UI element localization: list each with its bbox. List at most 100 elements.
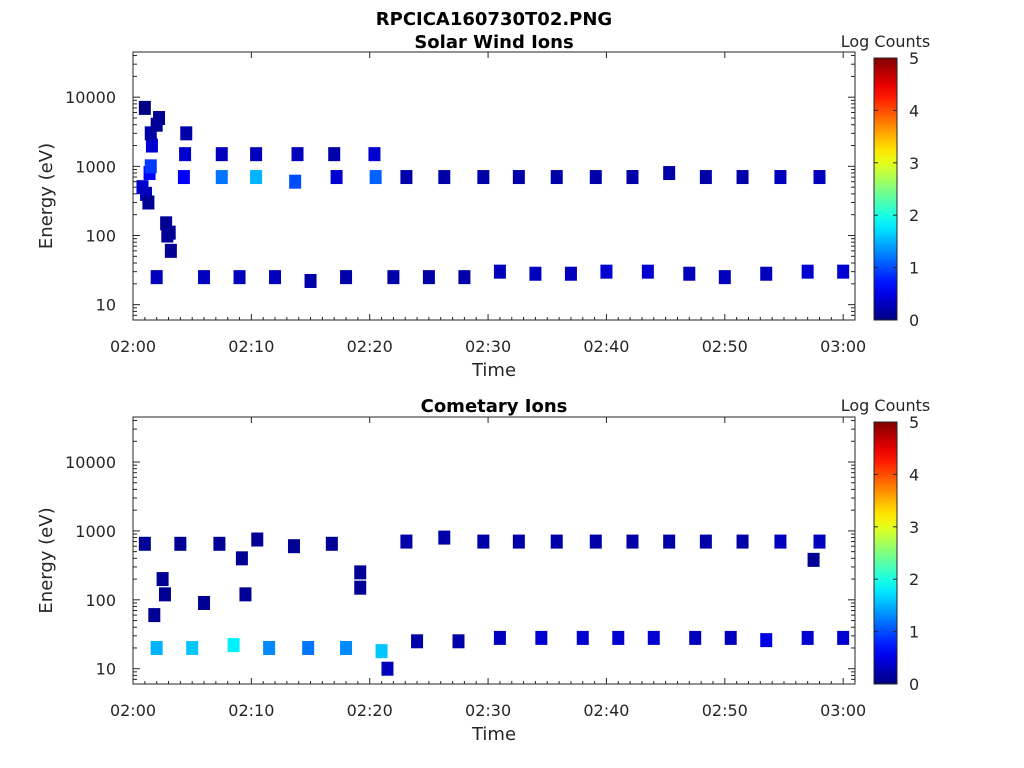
data-cell (736, 534, 749, 549)
x-tick-label: 02:30 (465, 701, 511, 720)
y-tick-label: 100 (85, 226, 116, 245)
data-cell (774, 170, 787, 185)
data-cell (400, 534, 413, 549)
cometary-ions-panel: 02:00 02:10 02:20 02:30 02:40 02:50 03:0010100… (36, 396, 930, 745)
colorbar-tick-label: 2 (909, 570, 919, 589)
colorbar-label: Log Counts (841, 32, 931, 51)
x-tick-label: 02:10 (228, 701, 274, 720)
colorbar (873, 421, 898, 685)
data-cell (164, 243, 177, 258)
data-cell (760, 633, 773, 648)
data-cell (724, 630, 737, 645)
data-cell (233, 270, 246, 285)
colorbar-tick-label: 3 (909, 154, 919, 173)
data-cell (269, 270, 282, 285)
data-cell (699, 534, 712, 549)
data-cell (251, 532, 264, 547)
colorbar-label: Log Counts (841, 396, 931, 415)
data-cell (291, 147, 304, 162)
colorbar-tick-label: 4 (909, 465, 919, 484)
data-cell (626, 534, 639, 549)
data-cell (589, 170, 602, 185)
data-cell (837, 630, 850, 645)
x-tick-label: 02:10 (228, 337, 274, 356)
solar-wind-panel: 02:00 02:10 02:20 02:30 02:40 02:50 03:0010100… (36, 32, 930, 381)
data-cell (477, 534, 490, 549)
y-tick-label: 10 (96, 660, 116, 679)
y-axis-label: Energy (eV) (36, 507, 57, 613)
colorbar-tick-label: 0 (909, 311, 919, 330)
data-cell (576, 630, 589, 645)
data-cell (213, 536, 226, 551)
colorbar-tick-label: 5 (909, 49, 919, 68)
data-cell (626, 170, 639, 185)
data-cell (142, 195, 155, 210)
y-tick-label: 10 (96, 296, 116, 315)
data-cell (801, 630, 814, 645)
data-cell (663, 534, 676, 549)
x-tick-label: 03:00 (820, 337, 866, 356)
data-cell (813, 170, 826, 185)
data-cell (287, 539, 300, 554)
data-cell (612, 630, 625, 645)
data-cell (235, 551, 248, 566)
data-cell (564, 266, 577, 281)
data-cell (438, 530, 451, 545)
data-cell (493, 264, 506, 279)
data-cell (381, 661, 394, 676)
x-tick-label: 02:00 (110, 337, 156, 356)
data-cell (174, 536, 187, 551)
data-cell (156, 572, 169, 587)
data-cell (512, 170, 525, 185)
data-cell (422, 270, 435, 285)
colorbar-tick-label: 5 (909, 413, 919, 432)
data-cell (400, 170, 413, 185)
data-cell (179, 147, 192, 162)
data-cell (340, 270, 353, 285)
colorbar-tick-label: 1 (909, 623, 919, 642)
data-cell (138, 100, 151, 115)
data-cell (144, 159, 157, 174)
data-cell (354, 565, 367, 580)
x-axis-label: Time (471, 360, 516, 381)
y-tick-label: 10000 (65, 453, 116, 472)
data-cell (198, 270, 211, 285)
colorbar-tick-label: 4 (909, 101, 919, 120)
data-cells (136, 100, 850, 288)
data-cell (411, 634, 424, 649)
data-cell (325, 536, 338, 551)
x-axis-label: Time (471, 724, 516, 745)
data-cell (641, 264, 654, 279)
data-cell (589, 534, 602, 549)
data-cell (263, 640, 276, 655)
data-cell (148, 608, 161, 623)
panel-title: Solar Wind Ions (414, 32, 573, 53)
data-cell (718, 270, 731, 285)
x-tick-label: 02:50 (702, 701, 748, 720)
data-cell (375, 644, 388, 659)
data-cell (289, 174, 302, 189)
y-tick-label: 10000 (65, 88, 116, 107)
data-cell (180, 126, 193, 141)
data-cell (663, 166, 676, 181)
x-tick-label: 02:20 (347, 337, 393, 356)
data-cell (600, 264, 613, 279)
colorbar-tick-label: 0 (909, 675, 919, 694)
y-tick-label: 1000 (75, 157, 116, 176)
data-cell (138, 536, 151, 551)
data-cell (760, 266, 773, 281)
data-cell (438, 170, 451, 185)
data-cell (813, 534, 826, 549)
data-cell (807, 552, 820, 567)
data-cell (387, 270, 400, 285)
data-cell (689, 630, 702, 645)
data-cell (512, 534, 525, 549)
data-cell (477, 170, 490, 185)
data-cell (186, 640, 199, 655)
data-cell (250, 147, 263, 162)
data-cell (239, 587, 252, 602)
data-cell (354, 580, 367, 595)
y-tick-label: 1000 (75, 522, 116, 541)
data-cell (150, 640, 163, 655)
